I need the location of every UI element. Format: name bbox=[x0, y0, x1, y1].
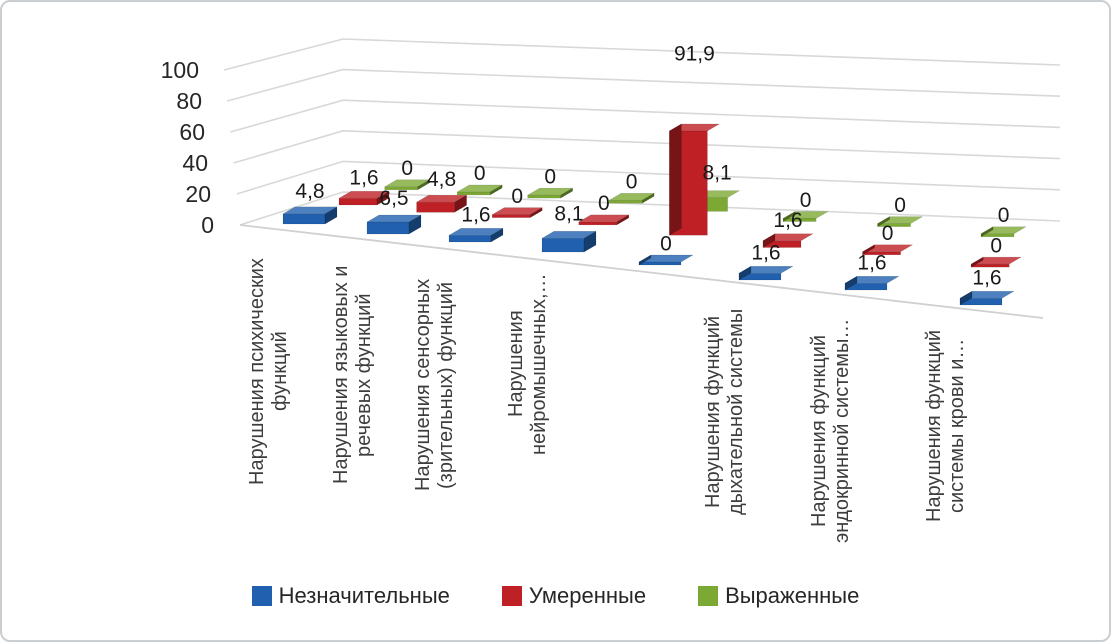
grid-line-80 bbox=[226, 68, 1061, 102]
legend-label: Выраженные bbox=[725, 583, 860, 608]
bars bbox=[282, 123, 1027, 306]
value-label: 0 bbox=[882, 222, 894, 245]
legend-item-0: Незначительные bbox=[251, 583, 450, 609]
value-label: 1,6 bbox=[751, 241, 780, 264]
legend-item-1: Умеренные bbox=[501, 583, 647, 609]
y-tick-label-40: 40 bbox=[182, 150, 208, 176]
value-label: 1,6 bbox=[972, 266, 1001, 289]
bar-s0-c1 bbox=[366, 214, 422, 235]
bar-s0-c4 bbox=[638, 254, 694, 266]
bar-s2-c5 bbox=[782, 211, 830, 222]
bar-s1-c7 bbox=[970, 256, 1023, 268]
y-axis-ticks: 0 20 40 60 80 100 bbox=[161, 57, 214, 238]
value-label: 0 bbox=[660, 232, 672, 255]
bar-s2-c3 bbox=[608, 192, 656, 204]
grid-line-40 bbox=[233, 129, 1061, 164]
grid-line-100 bbox=[223, 38, 1061, 71]
y-tick-label-100: 100 bbox=[161, 57, 199, 83]
category-label-6: Нарушения функций эндокринной системы… bbox=[808, 318, 853, 543]
value-label: 0 bbox=[998, 204, 1010, 227]
bar-s2-c0 bbox=[383, 179, 431, 191]
value-label: 0 bbox=[474, 162, 486, 185]
bar-s1-c2 bbox=[491, 207, 544, 219]
chart-legend: Незначительные Умеренные Выраженные bbox=[2, 583, 1109, 609]
category-label-7: Нарушения функций системы крови и… bbox=[923, 329, 968, 522]
value-label: 0 bbox=[626, 170, 638, 193]
bar-s1-c3 bbox=[577, 214, 630, 226]
bar-s1-c1 bbox=[415, 194, 468, 213]
legend-item-2: Выраженные bbox=[698, 583, 859, 609]
y-tick-label-20: 20 bbox=[185, 181, 211, 207]
y-tick-label-80: 80 bbox=[176, 88, 202, 114]
value-label: 8,1 bbox=[554, 202, 583, 225]
value-label: 4,8 bbox=[427, 168, 456, 191]
value-label: 0 bbox=[894, 194, 906, 217]
bar-series-1 bbox=[338, 123, 1023, 268]
category-label-3: Нарушения нейромышечных,… bbox=[505, 273, 550, 456]
category-label-0: Нарушения психических функций bbox=[246, 258, 291, 486]
grid-line-60 bbox=[230, 99, 1061, 133]
value-label: 0 bbox=[511, 185, 523, 208]
y-tick-label-0: 0 bbox=[201, 212, 214, 238]
value-label: 0 bbox=[401, 157, 413, 180]
value-label: 0 bbox=[544, 165, 556, 188]
legend-label: Умеренные bbox=[528, 583, 647, 608]
bar-s1-c0 bbox=[338, 190, 390, 206]
bar-s0-c0 bbox=[282, 206, 338, 225]
value-label: 6,5 bbox=[379, 187, 408, 210]
bar-s2-c7 bbox=[980, 226, 1027, 238]
floor-front-edge bbox=[239, 224, 1044, 319]
bar-s0-c5 bbox=[738, 265, 794, 281]
category-label-1: Нарушения языковых и речевых функций bbox=[330, 265, 375, 485]
grid-line-0 bbox=[239, 191, 1061, 226]
bar-s0-c7 bbox=[959, 290, 1015, 306]
bar-s2-c2 bbox=[526, 187, 574, 199]
value-label: 1,6 bbox=[773, 209, 802, 232]
value-label: 0 bbox=[990, 234, 1002, 257]
bar-s0-c3 bbox=[541, 230, 597, 253]
legend-swatch-icon bbox=[501, 586, 522, 606]
bar-s2-c1 bbox=[456, 184, 504, 196]
value-label: 91,9 bbox=[674, 42, 715, 65]
value-label: 0 bbox=[800, 189, 812, 212]
y-tick-label-60: 60 bbox=[179, 119, 205, 145]
bar-s1-c5 bbox=[762, 233, 814, 248]
bar-s0-c6 bbox=[844, 275, 900, 291]
bar-s1-c4 bbox=[668, 123, 721, 236]
bar-series-0 bbox=[282, 206, 1015, 306]
value-label: 0 bbox=[598, 192, 610, 215]
value-label: 1,6 bbox=[857, 251, 886, 274]
legend-swatch-icon bbox=[698, 586, 719, 606]
value-label: 1,6 bbox=[349, 166, 378, 189]
value-label: 8,1 bbox=[703, 162, 732, 185]
legend-label: Незначительные bbox=[278, 583, 450, 608]
legend-swatch-icon bbox=[251, 586, 272, 606]
value-label: 4,8 bbox=[295, 180, 324, 203]
category-label-2: Нарушения сенсорных (зрительных) функций bbox=[412, 278, 457, 491]
bar-s0-c2 bbox=[448, 227, 504, 243]
value-label: 1,6 bbox=[461, 203, 490, 226]
grid-lines bbox=[223, 38, 1061, 319]
category-label-5: Нарушения функций дыхательной системы bbox=[702, 309, 747, 516]
bar-s1-c6 bbox=[861, 244, 914, 256]
bar-s2-c6 bbox=[876, 216, 924, 228]
grid-line-20 bbox=[236, 160, 1061, 195]
